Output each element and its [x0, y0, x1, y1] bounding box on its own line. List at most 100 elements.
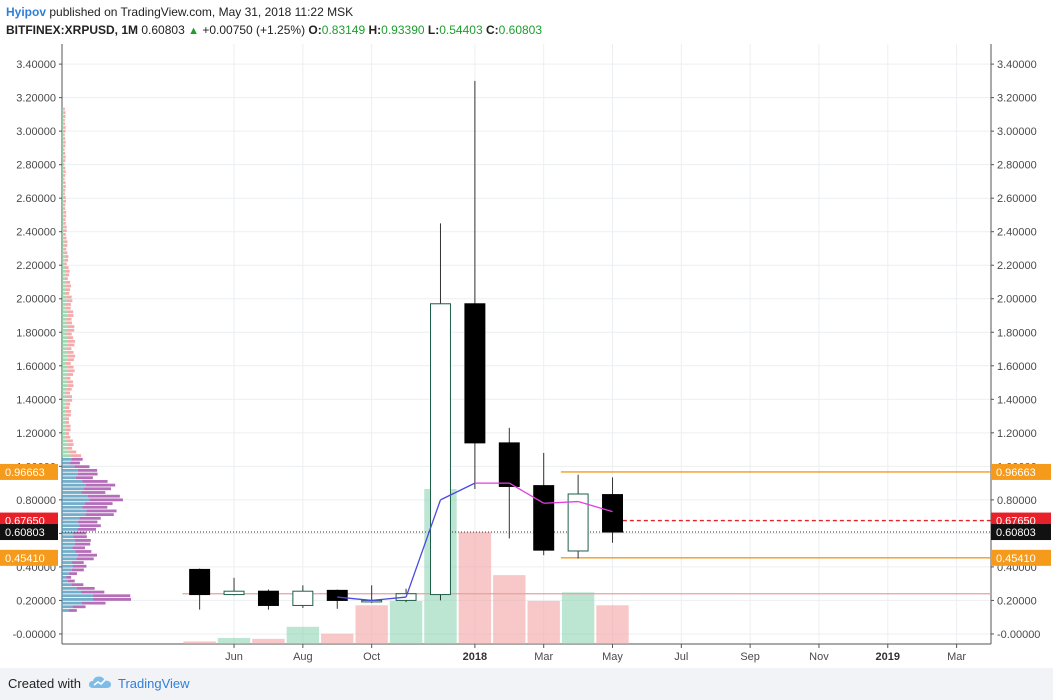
volume-bar	[493, 575, 526, 644]
author-name[interactable]: Hyipov	[6, 5, 47, 19]
volume-profile-bar	[67, 365, 74, 369]
volume-profile-bar	[66, 321, 72, 325]
volume-profile-bar	[63, 192, 65, 196]
horizontal-levels[interactable]	[62, 471, 991, 595]
ma-segment	[371, 596, 407, 602]
volume-profile-bar	[62, 583, 72, 587]
volume-profile-bar	[62, 373, 67, 376]
y-tick-label-left: 1.40000	[16, 394, 56, 406]
volume-profile-bar	[63, 137, 66, 140]
volume-profile-bar	[62, 520, 78, 524]
volume-profile-bar	[62, 280, 66, 284]
volume-profile-bar	[76, 557, 94, 561]
volume-profile-bar	[62, 409, 67, 413]
volume-profile-bar	[62, 601, 82, 605]
volume-profile-bar	[62, 594, 93, 598]
volume-profile-bar	[62, 535, 74, 539]
volume-profile-bar	[65, 417, 70, 421]
volume-profile-bar	[76, 586, 95, 590]
volume-profile-bar	[63, 181, 66, 185]
volume-profile-bar	[62, 561, 72, 564]
volume-profile-bar	[63, 207, 66, 210]
volume-profile-bar	[62, 262, 65, 266]
volume-profile-bar	[62, 107, 64, 111]
volume-profile-bar	[62, 491, 82, 494]
tradingview-brand-link[interactable]: TradingView	[118, 676, 190, 691]
volume-profile-bar	[62, 387, 67, 391]
volume-profile-bar	[67, 350, 74, 354]
volume-profile-bar	[62, 332, 67, 336]
ma-segment	[337, 596, 372, 602]
volume-profile-bar	[66, 299, 73, 303]
candle-body	[361, 599, 383, 603]
x-tick-label: Mar	[534, 651, 553, 663]
volume-bar	[217, 637, 251, 644]
volume-profile-bar	[66, 575, 72, 579]
volume-profile-bar	[62, 487, 85, 491]
price-chart[interactable]: 3.40000 3.20000 3.00000 2.80000 2.60000 2.400…	[0, 44, 1053, 668]
volume-profile-bar	[63, 199, 66, 203]
volume-profile-bar	[63, 203, 66, 207]
volume-profile-bar	[63, 170, 66, 174]
volume-profile-bar	[63, 155, 66, 159]
price-label-left-text: 0.96663	[5, 467, 45, 479]
volume-profile-bar	[62, 524, 80, 528]
volume-profile-bar	[65, 269, 70, 273]
volume-profile-bar	[63, 247, 67, 251]
volume-profile-bar	[62, 177, 64, 181]
volume-profile-bar	[64, 266, 69, 269]
volume-profile-bar	[65, 402, 71, 406]
y-tick-label-left: 2.60000	[16, 193, 56, 205]
y-tick-label-right: 1.80000	[997, 327, 1037, 339]
volume-profile-bar	[62, 232, 64, 236]
y-tick-label-right: 1.20000	[997, 428, 1037, 440]
volume-profile-bar	[62, 266, 65, 269]
y-tick-label-right: 1.40000	[997, 394, 1037, 406]
price-label-left	[0, 463, 58, 480]
volume-profile-bar	[62, 343, 68, 347]
volume-profile-bar	[68, 609, 77, 612]
volume-profile-bar	[65, 391, 70, 395]
candle-body	[567, 493, 589, 552]
volume-profile-bar	[77, 527, 97, 531]
low-value: 0.54403	[439, 23, 483, 37]
volume-profile-bar	[82, 505, 108, 509]
volume-profile-bar	[71, 568, 84, 572]
volume-profile-bar	[62, 129, 64, 133]
volume-profile-bar	[62, 166, 64, 170]
volume-profile-bar	[62, 314, 68, 317]
volume-profile-bar	[66, 380, 73, 384]
x-tick-label: 2018	[463, 651, 487, 663]
volume-bar	[596, 605, 629, 644]
volume-profile-bar	[62, 376, 66, 380]
volume-profile-bar	[62, 424, 66, 428]
volume-profile-bar	[62, 564, 73, 568]
volume-profile-bar	[62, 384, 68, 387]
volume-profile-bar	[63, 177, 65, 181]
time-axis[interactable]: Jun Aug Oct 2018 Mar May Jul Sep Nov 2019 Mar	[62, 643, 991, 663]
volume-profile-bar	[66, 398, 73, 402]
y-tick-label-right: 2.80000	[997, 160, 1037, 172]
volume-profile-bar	[65, 306, 71, 310]
volume-profile-bar	[62, 170, 64, 174]
volume-profile-bar	[72, 531, 87, 535]
volume-profile-bar	[62, 362, 66, 365]
volume-profile-bar	[64, 240, 68, 244]
volume-profile-bar	[68, 450, 77, 454]
volume-profile-bar	[62, 468, 78, 472]
volume-profile-bar	[62, 339, 68, 343]
volume-profile-bar	[62, 450, 69, 454]
volume-profile-bar	[63, 221, 66, 225]
x-tick-label: Jul	[674, 651, 688, 663]
y-tick-label-right: 2.00000	[997, 294, 1037, 306]
high-value: 0.93390	[381, 23, 425, 37]
volume-profile-bar	[65, 406, 70, 410]
right-price-axis[interactable]: 3.40000 3.20000 3.00000 2.80000 2.60000 2.400…	[990, 44, 1040, 644]
volume-profile-bar	[62, 605, 73, 609]
y-tick-label-left: 3.40000	[16, 59, 56, 71]
volume-profile-bar	[62, 255, 65, 258]
volume-profile-bar	[63, 218, 66, 222]
volume-profile-bar	[62, 590, 82, 594]
tradingview-cloud-icon[interactable]	[88, 674, 112, 695]
